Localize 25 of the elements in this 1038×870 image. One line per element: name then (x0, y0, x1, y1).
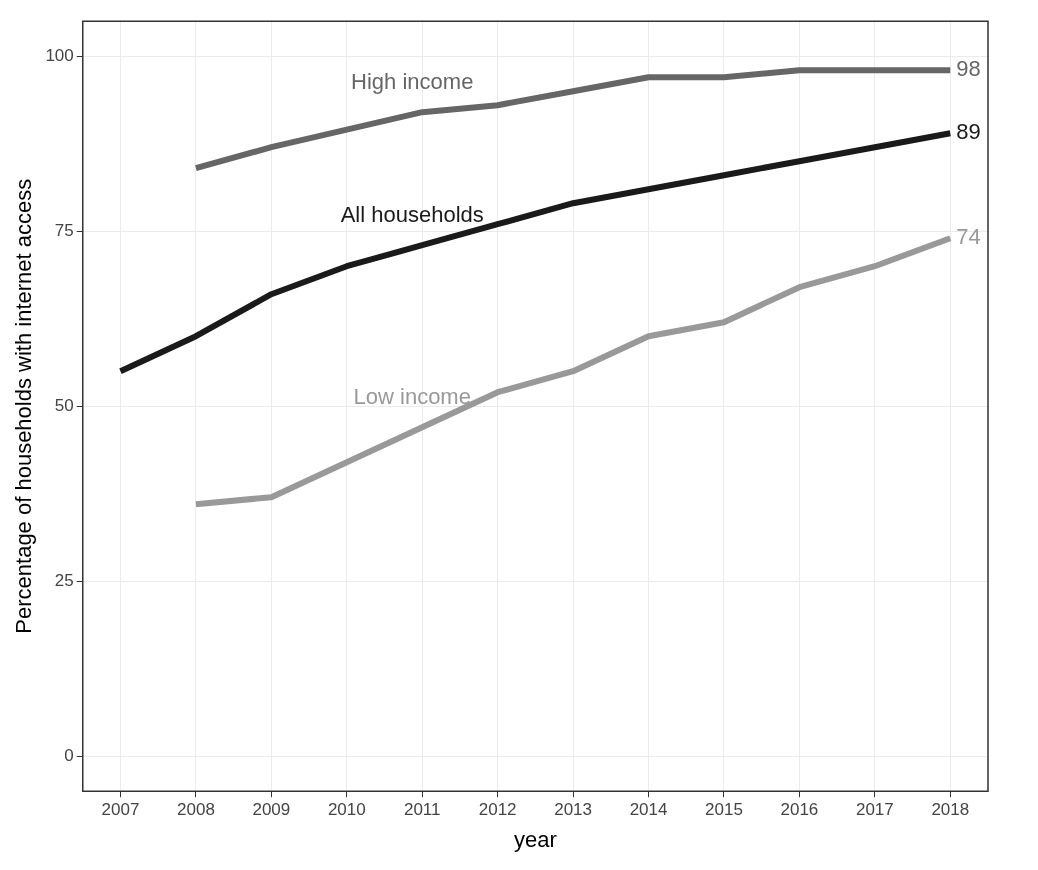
x-tick-label: 2008 (177, 800, 215, 820)
x-tick-label: 2013 (554, 800, 593, 820)
x-tick-label: 2015 (705, 800, 743, 820)
x-tick-label: 2011 (403, 800, 441, 820)
data-label: 89 (956, 119, 981, 145)
y-axis-title: Percentage of households with internet access (11, 178, 37, 634)
series-label: Low income (353, 384, 471, 410)
x-tick-label: 2017 (855, 800, 894, 820)
x-axis-title: year (513, 826, 557, 852)
y-tick-label: 50 (54, 395, 74, 415)
data-label: 98 (956, 56, 981, 82)
series-label: All households (340, 202, 484, 228)
x-tick-label: 2016 (780, 800, 819, 820)
x-tick-label: 2018 (931, 800, 970, 820)
x-tick-label: 2007 (101, 800, 140, 820)
x-tick-label: 2012 (478, 800, 517, 820)
x-tick-label: 2014 (629, 800, 668, 820)
y-tick-label: 100 (45, 45, 74, 65)
x-tick-label: 2009 (252, 800, 291, 820)
series-label: High income (351, 69, 474, 95)
x-tick-label: 2010 (327, 800, 366, 820)
y-tick-label: 25 (54, 570, 74, 590)
y-tick-label: 75 (54, 220, 74, 240)
y-tick-label: 0 (64, 745, 74, 765)
data-label: 74 (956, 224, 981, 250)
